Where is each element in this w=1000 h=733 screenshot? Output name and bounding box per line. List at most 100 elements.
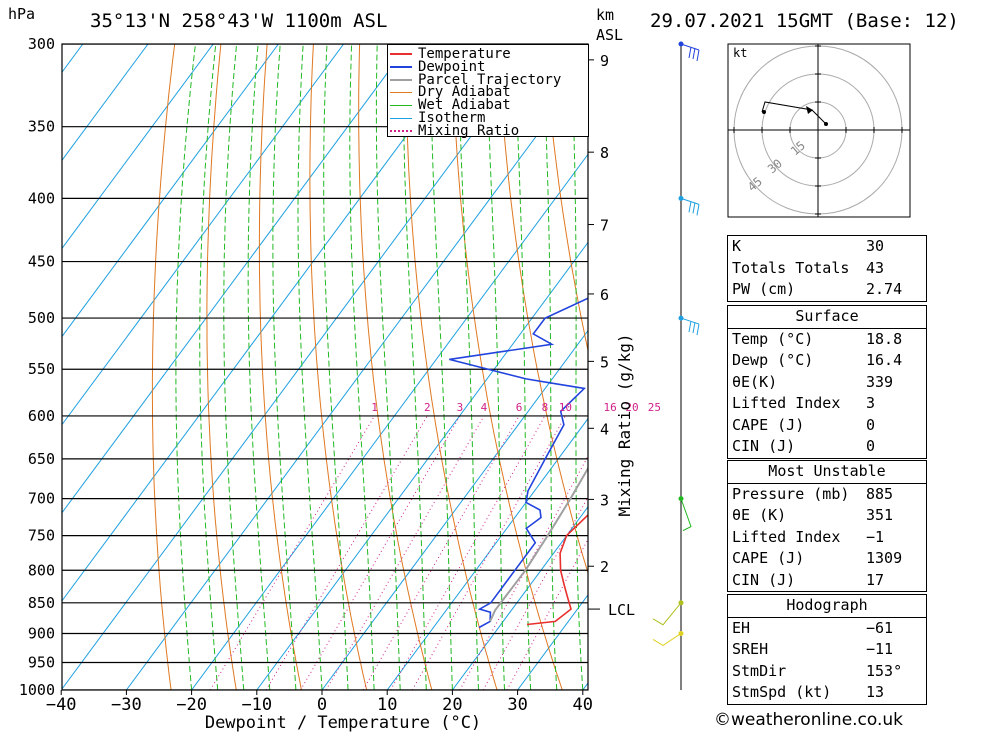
wet-adiabat-line bbox=[323, 44, 349, 690]
km-tick-label: 7 bbox=[600, 217, 609, 235]
pressure-tick-label: 500 bbox=[28, 309, 55, 327]
pressure-tick-label: 750 bbox=[28, 527, 55, 545]
credit-link[interactable]: ©weatheronline.co.uk bbox=[714, 710, 904, 730]
isotherm-line bbox=[256, 241, 588, 690]
mixing-ratio-label: 2 bbox=[424, 401, 431, 414]
mixing-ratio-line bbox=[265, 415, 428, 690]
legend-label: Temperature bbox=[418, 46, 511, 62]
x-tick-label: 30 bbox=[507, 695, 527, 715]
wet-adiabat-line bbox=[272, 44, 297, 690]
wind-barb bbox=[680, 317, 700, 336]
row-label: CAPE (J) bbox=[732, 549, 805, 567]
legend-label: Wet Adiabat bbox=[418, 97, 511, 114]
dry-adiabat-line bbox=[206, 44, 237, 690]
series-parcel-trajectory bbox=[489, 466, 588, 622]
series-temperature bbox=[526, 513, 588, 626]
pressure-tick-label: 850 bbox=[28, 594, 55, 612]
mixing-ratio-line bbox=[362, 415, 520, 690]
mixing-ratio-line bbox=[325, 415, 485, 690]
mixing-ratio-label: 4 bbox=[481, 401, 488, 414]
isotherm-line bbox=[62, 44, 149, 162]
wet-adiabat-line bbox=[247, 44, 271, 690]
wind-barb bbox=[680, 43, 700, 62]
dry-adiabat-line bbox=[955, 26, 1000, 690]
km-tick-label: 9 bbox=[600, 52, 609, 70]
km-tick-label: 2 bbox=[600, 558, 609, 576]
location-title: 35°13'N 258°43'W 1100m ASL bbox=[90, 10, 388, 32]
isotherm-line bbox=[62, 44, 214, 250]
surface-row: θE(K) 339 bbox=[728, 372, 926, 394]
row-label: CIN (J) bbox=[732, 437, 796, 455]
index-label: K bbox=[732, 237, 742, 255]
x-tick-label: 20 bbox=[442, 695, 462, 715]
wet-adiabat-line bbox=[223, 44, 245, 690]
isotherm-line bbox=[191, 153, 588, 690]
dry-adiabat-line bbox=[497, 44, 588, 575]
row-value: 17 bbox=[866, 570, 885, 589]
wet-adiabat-line bbox=[199, 44, 219, 690]
wet-adiabat-line bbox=[349, 44, 375, 690]
plot-frame bbox=[61, 43, 589, 691]
mixing-ratio-line bbox=[411, 415, 566, 690]
x-tick-label: −10 bbox=[241, 695, 272, 715]
legend-item-isotherm: Isotherm bbox=[388, 109, 588, 126]
index-value: 30 bbox=[866, 237, 885, 255]
pressure-tick-label: 300 bbox=[28, 35, 55, 53]
row-label: θE (K) bbox=[732, 506, 787, 524]
hodo-row: EH −61 bbox=[728, 618, 926, 640]
row-label: EH bbox=[732, 618, 751, 637]
x-tick-label: −20 bbox=[176, 695, 207, 715]
legend-label: Dry Adiabat bbox=[418, 84, 511, 101]
hodograph-arrow bbox=[806, 106, 813, 114]
pressure-tick-label: 350 bbox=[28, 118, 55, 136]
pressure-tick-label: 600 bbox=[28, 407, 55, 425]
legend-label: Isotherm bbox=[418, 109, 486, 126]
x-tick-label: 0 bbox=[317, 695, 327, 715]
index-label: Totals Totals bbox=[732, 258, 850, 277]
surface-row: Lifted Index 3 bbox=[728, 393, 926, 415]
hodograph-unit: kt bbox=[733, 46, 747, 60]
legend-item-temperature: Temperature bbox=[388, 46, 588, 62]
row-value: −1 bbox=[866, 527, 885, 546]
dry-adiabat-line bbox=[405, 44, 498, 690]
wet-adiabat-line bbox=[542, 44, 558, 690]
most-unstable-table: Most Unstable Pressure (mb) 885 θE (K) 351… bbox=[727, 460, 927, 592]
wind-barb bbox=[652, 602, 682, 626]
hodograph-trace bbox=[761, 101, 827, 125]
row-value: 351 bbox=[866, 506, 894, 524]
chart-legend: Temperature Dewpoint Parcel Trajectory D… bbox=[387, 44, 589, 138]
row-value: 13 bbox=[866, 683, 885, 701]
x-tick-label: 40 bbox=[573, 695, 593, 715]
wet-adiabat-line bbox=[375, 44, 401, 690]
pressure-unit: hPa bbox=[8, 5, 36, 23]
row-value: 18.8 bbox=[866, 329, 903, 348]
x-tick-label: 10 bbox=[377, 695, 397, 715]
most-unstable-title: Most Unstable bbox=[728, 461, 926, 484]
pressure-tick-label: 400 bbox=[28, 189, 55, 207]
row-label: θE(K) bbox=[732, 372, 778, 391]
pressure-tick-label: 450 bbox=[28, 253, 55, 271]
row-label: Pressure (mb) bbox=[732, 484, 850, 503]
pressure-tick-label: 550 bbox=[28, 360, 55, 378]
mu-row: Lifted Index −1 bbox=[728, 527, 926, 549]
row-label: Lifted Index bbox=[732, 527, 841, 546]
row-label: SREH bbox=[732, 640, 769, 658]
wind-barb bbox=[680, 498, 692, 532]
legend-item-wet-adiabat: Wet Adiabat bbox=[388, 97, 588, 114]
index-row-pw: PW (cm) 2.74 bbox=[728, 279, 926, 301]
row-value: 339 bbox=[866, 372, 894, 391]
row-value: 1309 bbox=[866, 549, 903, 567]
row-label: Dewp (°C) bbox=[732, 351, 814, 369]
legend-item-dewpoint: Dewpoint bbox=[388, 60, 588, 74]
index-value: 2.74 bbox=[866, 280, 903, 298]
stability-indices-table: K 30 Totals Totals 43 PW (cm) 2.74 bbox=[727, 235, 927, 302]
mixing-ratio-label: 1 bbox=[371, 401, 378, 414]
x-tick-label: −30 bbox=[111, 695, 142, 715]
dry-adiabat-line bbox=[258, 44, 302, 690]
pressure-tick-label: 900 bbox=[28, 624, 55, 642]
pressure-tick-label: 1000 bbox=[19, 681, 55, 699]
legend-label: Parcel Trajectory bbox=[418, 71, 562, 88]
row-label: CIN (J) bbox=[732, 570, 796, 589]
km-tick-label: 3 bbox=[600, 491, 609, 509]
